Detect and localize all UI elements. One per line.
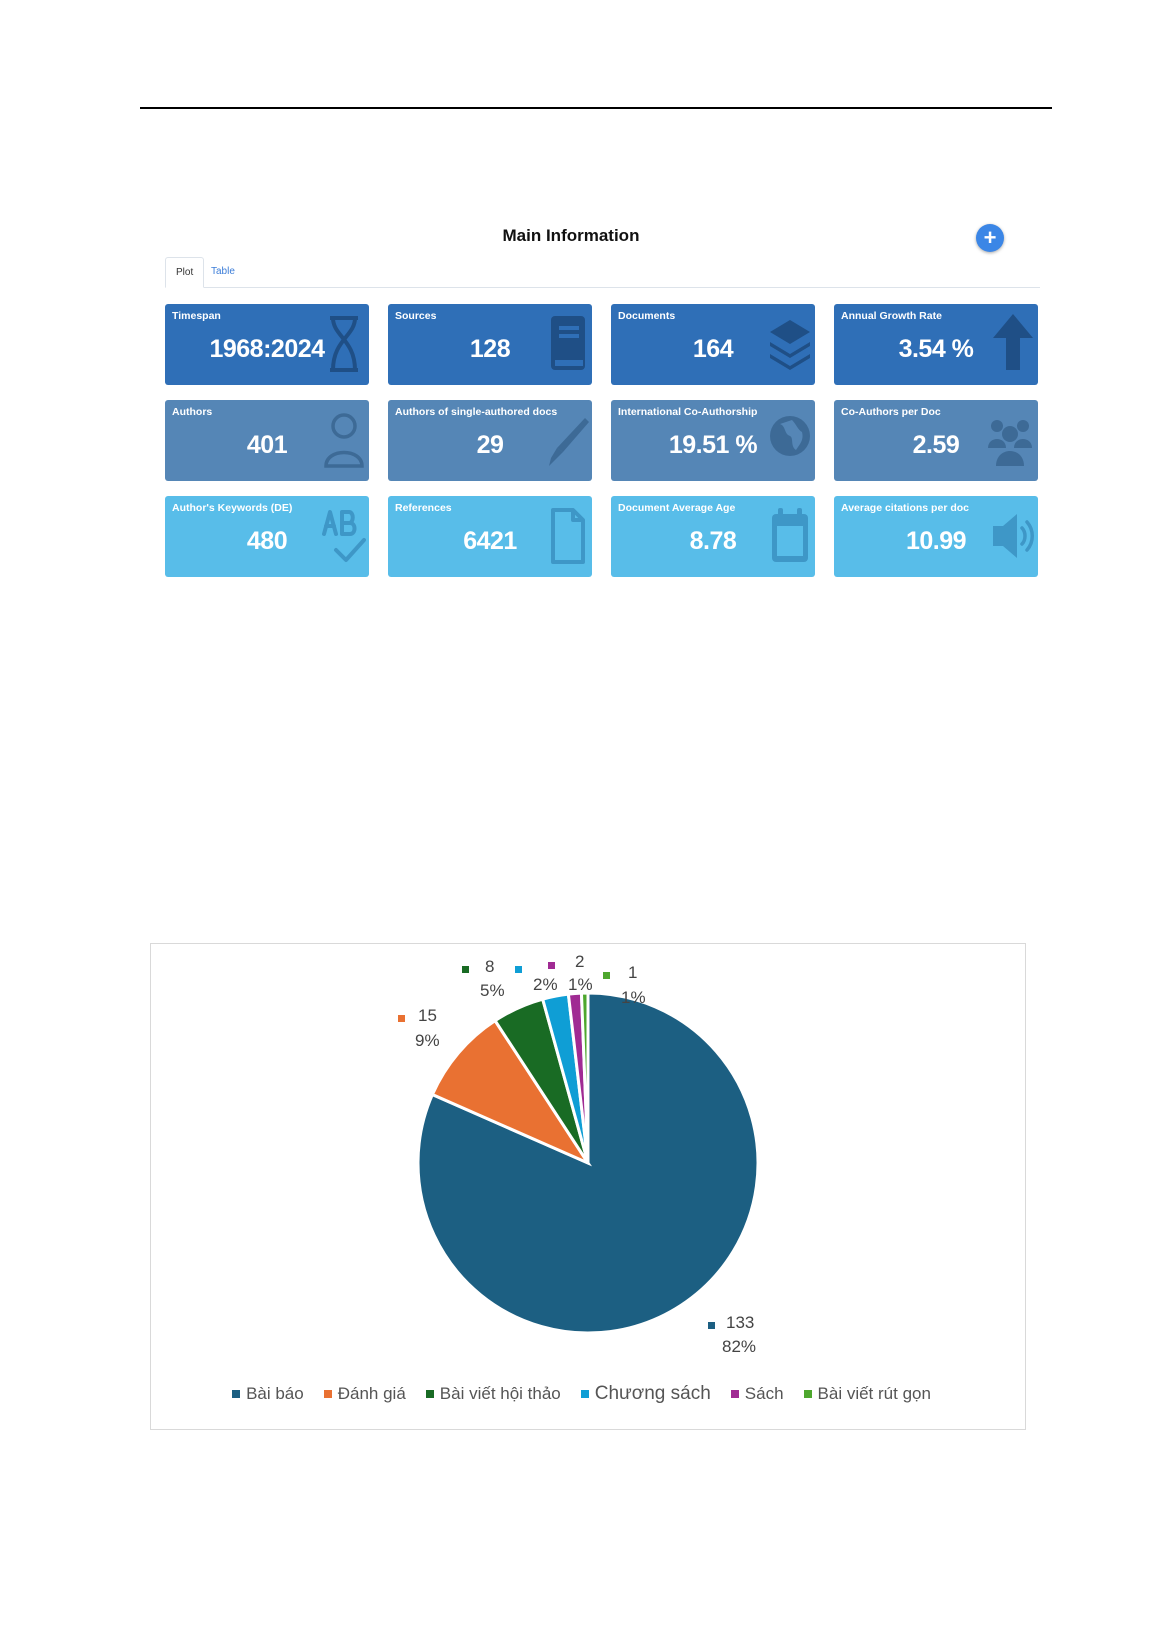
legend-item: Bài báo — [232, 1383, 304, 1405]
legend-label: Chương sách — [594, 1383, 711, 1404]
card-label: Document Average Age — [618, 502, 736, 514]
data-label-marker — [548, 962, 555, 969]
card-value: 6421 — [463, 527, 517, 555]
card-label: Author's Keywords (DE) — [172, 502, 293, 514]
legend-swatch — [232, 1390, 241, 1398]
globe-icon — [770, 416, 810, 456]
data-label-marker — [708, 1322, 715, 1329]
card-label: Annual Growth Rate — [841, 310, 942, 322]
legend-item: Đánh giá — [323, 1383, 406, 1405]
data-label-percent: 9% — [415, 1031, 440, 1050]
legend-swatch — [580, 1390, 589, 1398]
card-value: 8.78 — [689, 527, 737, 555]
speaker-icon — [993, 514, 1034, 558]
layers-icon — [770, 320, 810, 370]
data-label-value: 1 — [628, 963, 637, 982]
pie-slice-1 — [430, 1018, 593, 1167]
data-label-marker — [462, 966, 469, 973]
data-label-marker — [515, 966, 522, 973]
main-information-panel: Main Information + Plot Table Timespan 1… — [165, 220, 1040, 580]
legend-item: Bài viết rút gọn — [803, 1383, 931, 1405]
card-document-average-age: Document Average Age 8.78 — [611, 496, 815, 577]
card-co-authors-per-doc: Co-Authors per Doc 2.59 — [834, 400, 1038, 481]
card-label: References — [395, 502, 452, 514]
data-label-percent: 1% — [568, 975, 593, 994]
panel-title: Main Information — [502, 226, 640, 245]
card-label: Sources — [395, 310, 437, 322]
card-value: 3.54 % — [898, 335, 974, 363]
card-value: 29 — [476, 431, 504, 459]
card-annual-growth-rate: Annual Growth Rate 3.54 % — [834, 304, 1038, 385]
legend-item: Sách — [730, 1383, 784, 1405]
card-references: References 6421 — [388, 496, 592, 577]
pen-icon — [549, 418, 589, 466]
data-label-percent: 82% — [722, 1337, 756, 1356]
spellcheck-icon — [322, 510, 366, 562]
legend-item: Bài viết hội thảo — [425, 1383, 561, 1405]
card-sources: Sources 128 — [388, 304, 592, 385]
data-label-value: 15 — [418, 1006, 437, 1025]
card-value: 19.51 % — [668, 431, 758, 459]
book-icon — [551, 316, 585, 370]
calendar-icon — [772, 508, 808, 562]
card-average-citations: Average citations per doc 10.99 — [834, 496, 1038, 577]
tab-plot[interactable]: Plot — [165, 257, 205, 288]
data-label-percent: 5% — [480, 981, 505, 1000]
legend-label: Bài báo — [246, 1384, 304, 1403]
card-international-co-authorship: International Co-Authorship 19.51 % — [611, 400, 815, 481]
data-label-value: 133 — [726, 1313, 754, 1332]
legend-label: Sách — [744, 1384, 784, 1403]
card-single-authored-docs: Authors of single-authored docs 29 — [388, 400, 592, 481]
legend-swatch — [803, 1390, 812, 1398]
data-label-marker — [603, 972, 610, 979]
data-label-value: 8 — [485, 957, 494, 976]
tab-table[interactable]: Table — [211, 266, 235, 277]
card-value: 164 — [692, 335, 734, 363]
chart-legend: Bài báo Đánh giá Bài viết hội thảo Chươn… — [0, 1383, 1163, 1405]
legend-item: Chương sách — [580, 1383, 711, 1405]
add-button[interactable]: + — [976, 224, 1004, 252]
card-label: Authors — [172, 406, 213, 418]
legend-swatch — [425, 1390, 434, 1398]
card-label: International Co-Authorship — [618, 406, 758, 418]
data-label-percent: 1% — [621, 988, 646, 1007]
card-value: 480 — [246, 527, 288, 555]
card-documents: Documents 164 — [611, 304, 815, 385]
card-timespan: Timespan 1968:2024 — [165, 304, 369, 385]
users-icon — [988, 420, 1032, 466]
legend-label: Bài viết hội thảo — [439, 1384, 561, 1403]
data-label-percent: 2% — [533, 975, 558, 994]
arrow-up-icon — [993, 314, 1033, 370]
card-value: 10.99 — [905, 527, 967, 555]
card-value: 1968:2024 — [209, 335, 325, 363]
hourglass-icon — [330, 316, 358, 372]
legend-swatch — [323, 1390, 332, 1398]
card-authors: Authors 401 — [165, 400, 369, 481]
user-icon — [324, 413, 364, 468]
card-label: Authors of single-authored docs — [395, 406, 558, 418]
data-label-value: 2 — [575, 952, 584, 971]
tab-bar: Plot Table — [165, 257, 1040, 288]
data-label-marker — [398, 1015, 405, 1022]
legend-swatch — [730, 1390, 739, 1398]
legend-label: Bài viết rút gọn — [817, 1384, 931, 1403]
card-value: 128 — [469, 335, 511, 363]
card-label: Documents — [618, 310, 676, 322]
page-header-rule — [140, 107, 1052, 109]
pie-slice-5 — [579, 991, 590, 1164]
card-label: Average citations per doc — [841, 502, 969, 514]
card-value: 401 — [246, 431, 288, 459]
card-label: Co-Authors per Doc — [841, 406, 941, 418]
card-value: 2.59 — [912, 431, 960, 459]
card-authors-keywords: Author's Keywords (DE) 480 — [165, 496, 369, 577]
card-label: Timespan — [172, 310, 221, 322]
legend-label: Đánh giá — [337, 1384, 406, 1403]
file-icon — [551, 508, 585, 564]
